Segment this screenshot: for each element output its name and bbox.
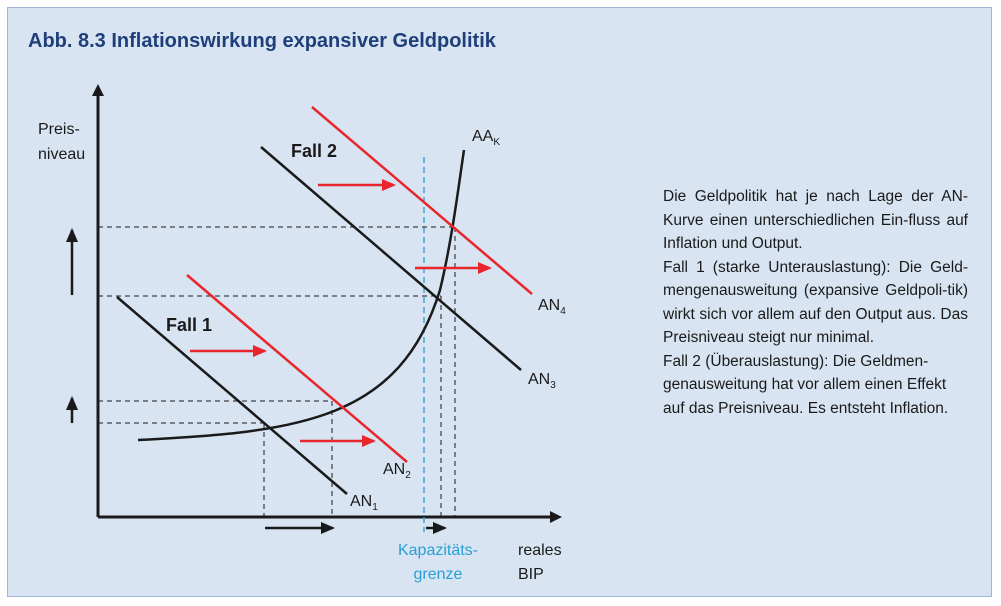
description-paragraph-2: Fall 1 (starke Unterauslastung): Die Gel…: [663, 258, 968, 347]
supply-curve-aak: [137, 149, 466, 442]
capacity-label-line2: grenze: [414, 566, 463, 583]
demand-curve-an2: [186, 274, 408, 463]
x-axis-label-line1: reales: [518, 542, 562, 559]
an2-label: AN2: [383, 461, 411, 481]
case1-label: Fall 1: [166, 315, 212, 335]
supply-curve-label: AAK: [472, 128, 500, 148]
description-text: Die Geldpolitik hat je nach Lage der AN-…: [663, 185, 968, 420]
y-axis-label-line1: Preis-: [38, 121, 80, 138]
demand-curve-an1: [116, 296, 348, 495]
demand-curve-an4: [311, 106, 533, 295]
demand-curve-an3: [260, 146, 522, 371]
case2-label: Fall 2: [291, 141, 337, 161]
figure-title: Abb. 8.3 Inflationswirkung expansiver Ge…: [28, 30, 496, 52]
an1-label: AN1: [350, 493, 378, 513]
guide-lines: [98, 226, 456, 517]
an4-label: AN4: [538, 297, 566, 317]
an3-label: AN3: [528, 371, 556, 391]
x-axis-label-line2: BIP: [518, 566, 544, 583]
y-axis-label-line2: niveau: [38, 146, 85, 163]
description-paragraph-3: Fall 2 (Überauslastung): Die Geldmen-gen…: [663, 352, 949, 417]
figure-panel: [7, 7, 992, 597]
capacity-label-line1: Kapazitäts-: [398, 542, 478, 559]
description-paragraph-1: Die Geldpolitik hat je nach Lage der AN-…: [663, 188, 968, 252]
